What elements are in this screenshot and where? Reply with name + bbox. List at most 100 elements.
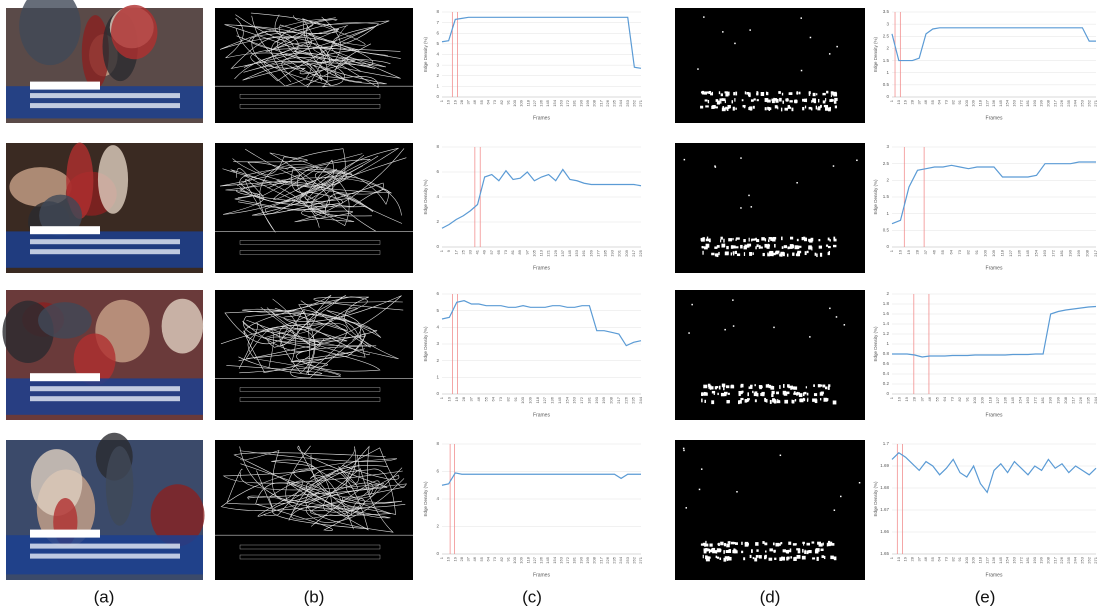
x-tick-label: 271 <box>638 556 643 563</box>
caption-name <box>30 81 100 90</box>
binary-dot <box>711 390 716 394</box>
binary-dot <box>821 392 824 395</box>
series-line <box>441 300 642 347</box>
x-tick-label: 253 <box>625 556 630 563</box>
binary-dot <box>708 550 711 554</box>
binary-dot <box>701 398 703 403</box>
y-tick-label: 0 <box>436 551 439 556</box>
binary-dot <box>711 105 715 109</box>
x-tick-label: 55 <box>479 99 484 104</box>
edge-line <box>239 326 328 374</box>
x-tick-label: 190 <box>594 396 599 403</box>
binary-dot <box>740 385 743 388</box>
edge-text <box>239 240 381 245</box>
binary-dot <box>749 29 751 31</box>
binary-dot <box>809 336 811 338</box>
x-tick-label: 109 <box>980 396 985 403</box>
binary-dot <box>723 391 728 395</box>
binary-dot <box>740 397 744 401</box>
binary-dot <box>777 106 779 110</box>
binary-dot <box>750 384 753 387</box>
x-tick-label: 10 <box>446 396 451 401</box>
binary-dot <box>809 239 813 243</box>
binary-dot <box>725 106 727 110</box>
x-tick-label: 208 <box>592 99 597 106</box>
series-line <box>441 16 642 69</box>
x-tick-label: 253 <box>625 99 630 106</box>
binary-dot <box>799 398 804 403</box>
x-axis-label: Frames <box>533 115 550 121</box>
x-tick-label: 25 <box>460 249 465 254</box>
binary-dot <box>708 90 712 94</box>
photo-shape <box>30 449 83 516</box>
x-tick-label: 163 <box>558 556 563 563</box>
caption-bar <box>6 86 203 119</box>
binary-dot <box>829 106 832 110</box>
x-tick-label: 97 <box>524 249 529 254</box>
x-tick-label: 217 <box>598 99 603 106</box>
binary-dot <box>778 399 780 403</box>
y-tick-label: 6 <box>436 469 439 474</box>
binary-dot <box>794 245 798 250</box>
x-tick-label: 100 <box>520 396 525 403</box>
binary-dot <box>822 92 826 96</box>
caption-text <box>30 543 180 549</box>
binary-dot <box>705 555 708 560</box>
binary-dot <box>832 556 835 560</box>
x-tick-label: 109 <box>991 249 996 256</box>
x-tick-label: 100 <box>964 99 969 106</box>
binary-dot <box>744 91 747 95</box>
binary-dot <box>775 98 779 103</box>
x-tick-label: 244 <box>638 396 643 403</box>
edge-map <box>215 290 413 420</box>
x-tick-label: 41 <box>475 249 480 254</box>
x-tick-label: 10 <box>446 99 451 104</box>
binary-dot <box>735 238 737 241</box>
binary-dot <box>715 99 719 102</box>
binary-dot <box>782 383 785 388</box>
photo-shape <box>105 446 134 526</box>
x-tick-label: 118 <box>525 556 530 563</box>
x-tick-label: 57 <box>489 249 494 254</box>
binary-dot <box>748 386 753 389</box>
binary-dot <box>704 392 708 396</box>
binary-dot <box>707 556 711 559</box>
binary-dot <box>711 400 715 405</box>
binary-dot <box>800 69 803 72</box>
binary-dot <box>797 250 802 254</box>
x-tick-label: 28 <box>459 556 464 561</box>
binary-dot <box>745 399 750 402</box>
binary-dot <box>743 252 746 256</box>
x-tick-label: 217 <box>598 556 603 563</box>
binary-dot <box>723 238 725 243</box>
binary-dot <box>755 555 759 558</box>
binary-dot <box>714 165 716 167</box>
photo-shape <box>73 333 116 386</box>
binary-dot <box>743 557 746 561</box>
x-tick-label: 82 <box>966 249 971 254</box>
x-tick-label: 37 <box>923 249 928 254</box>
binary-dot <box>833 93 838 97</box>
y-tick-label: 8 <box>436 144 439 149</box>
binary-dot <box>734 250 738 255</box>
binary-dot <box>703 549 707 554</box>
binary-dot <box>726 400 730 404</box>
edge-map <box>215 143 413 273</box>
photo-shape <box>161 298 204 354</box>
edge-line <box>294 148 405 223</box>
binary-dot <box>722 31 724 33</box>
binary-dot <box>751 238 755 241</box>
binary-dot <box>724 328 726 331</box>
binary-dot <box>705 243 710 248</box>
binary-dot <box>840 495 842 498</box>
x-tick-label: 118 <box>987 396 992 403</box>
photo <box>6 0 203 123</box>
binary-dot <box>770 237 775 241</box>
x-tick-label: 145 <box>545 99 550 106</box>
binary-dot <box>834 105 838 109</box>
caption-text <box>30 386 180 392</box>
binary-dot <box>754 399 757 403</box>
x-tick-label: 91 <box>505 99 510 104</box>
x-tick-label: 127 <box>984 99 989 106</box>
y-tick-label: 0.5 <box>883 228 890 233</box>
